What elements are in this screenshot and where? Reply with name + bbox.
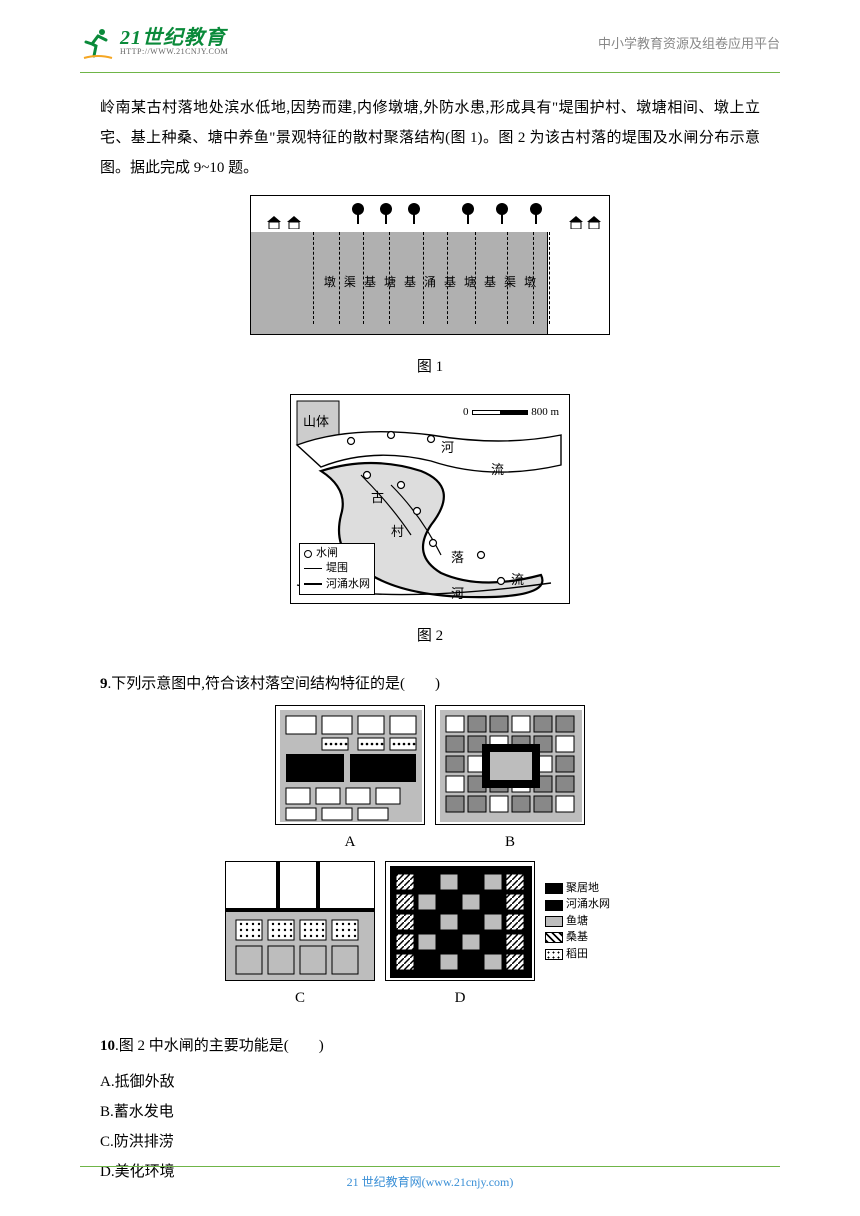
option-d[interactable]: D — [385, 861, 535, 1013]
footer-text: 21 世纪教育网(www.21cnjy.com) — [347, 1175, 514, 1189]
cross-section-diagram: 墩渠基塘基涌基塘基渠墩 — [250, 195, 610, 335]
logo: 21世纪教育 HTTP://WWW.21CNJY.COM — [80, 24, 228, 60]
option-c[interactable]: C — [225, 861, 375, 1013]
map-scale: 0 800 m — [463, 401, 559, 423]
figure-2: 0 800 m 山体河流古村落河流 水闸堤围河涌水网 — [100, 394, 760, 615]
header-rule — [80, 72, 780, 73]
q9-legend: 聚居地河涌水网鱼塘桑基稻田 — [545, 861, 635, 963]
question-9: 9.下列示意图中,符合该村落空间结构特征的是( ) A — [100, 669, 760, 1013]
q10-option-b[interactable]: B.蓄水发电 — [100, 1097, 760, 1127]
q10-option-a[interactable]: A.抵御外敌 — [100, 1067, 760, 1097]
figure-2-caption: 图 2 — [100, 621, 760, 651]
option-c-label: C — [295, 983, 305, 1013]
option-a-label: A — [345, 827, 356, 857]
figure-1: 墩渠基塘基涌基塘基渠墩 — [100, 195, 760, 346]
question-10: 10.图 2 中水闸的主要功能是( ) A.抵御外敌 B.蓄水发电 C.防洪排涝… — [100, 1031, 760, 1187]
map-legend: 水闸堤围河涌水网 — [299, 543, 375, 595]
logo-subtitle: HTTP://WWW.21CNJY.COM — [120, 48, 228, 56]
option-d-label: D — [455, 983, 466, 1013]
figure-1-caption: 图 1 — [100, 352, 760, 382]
page-footer: 21 世纪教育网(www.21cnjy.com) — [0, 1166, 860, 1190]
footer-rule — [80, 1166, 780, 1167]
q10-option-c[interactable]: C.防洪排涝 — [100, 1127, 760, 1157]
option-a[interactable]: A — [275, 705, 425, 857]
map-diagram: 0 800 m 山体河流古村落河流 水闸堤围河涌水网 — [290, 394, 570, 604]
intro-paragraph: 岭南某古村落地处滨水低地,因势而建,内修墩塘,外防水患,形成具有"堤围护村、墩塘… — [100, 93, 760, 183]
runner-icon — [80, 24, 116, 60]
logo-text: 21世纪教育 — [120, 28, 228, 48]
page-header: 21世纪教育 HTTP://WWW.21CNJY.COM 中小学教育资源及组卷应… — [0, 0, 860, 72]
q9-options: A B — [100, 705, 760, 1013]
option-b-label: B — [505, 827, 515, 857]
option-b[interactable]: B — [435, 705, 585, 857]
header-right-text: 中小学教育资源及组卷应用平台 — [598, 33, 780, 52]
q9-stem: 9.下列示意图中,符合该村落空间结构特征的是( ) — [100, 669, 760, 699]
q10-stem: 10.图 2 中水闸的主要功能是( ) — [100, 1031, 760, 1061]
cross-section-labels: 墩渠基塘基涌基塘基渠墩 — [251, 270, 609, 294]
content-area: 岭南某古村落地处滨水低地,因势而建,内修墩塘,外防水患,形成具有"堤围护村、墩塘… — [0, 93, 860, 1187]
